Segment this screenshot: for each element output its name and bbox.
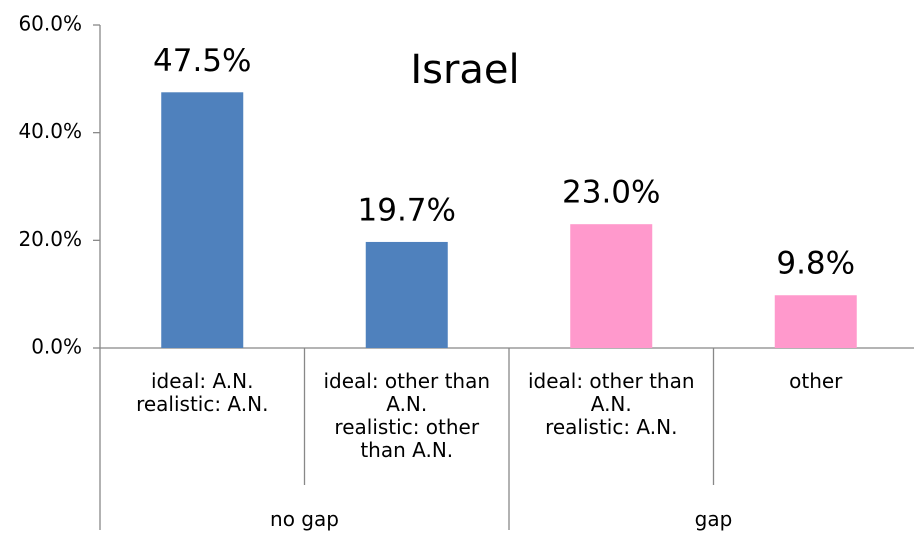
bar — [365, 241, 448, 348]
x-tick-label: ideal: other than A.N. realistic: other … — [323, 369, 491, 462]
bar — [570, 224, 653, 348]
value-label: 23.0% — [562, 175, 660, 211]
group-label: no gap — [270, 507, 339, 531]
bar — [161, 92, 244, 349]
value-label: 47.5% — [153, 43, 251, 79]
y-tick-label: 20.0% — [18, 227, 82, 251]
value-label: 19.7% — [358, 192, 456, 228]
group-label: gap — [694, 507, 733, 531]
x-tick-label: other — [789, 369, 843, 393]
chart-title: Israel — [410, 47, 519, 93]
y-tick-label: 60.0% — [18, 12, 82, 36]
y-tick-label: 0.0% — [31, 335, 82, 359]
y-tick-label: 40.0% — [18, 119, 82, 143]
x-tick-label: ideal: other than A.N. realistic: A.N. — [527, 369, 695, 439]
value-label: 9.8% — [776, 246, 855, 282]
x-tick-label: ideal: A.N. realistic: A.N. — [136, 369, 269, 416]
bar — [774, 295, 857, 348]
